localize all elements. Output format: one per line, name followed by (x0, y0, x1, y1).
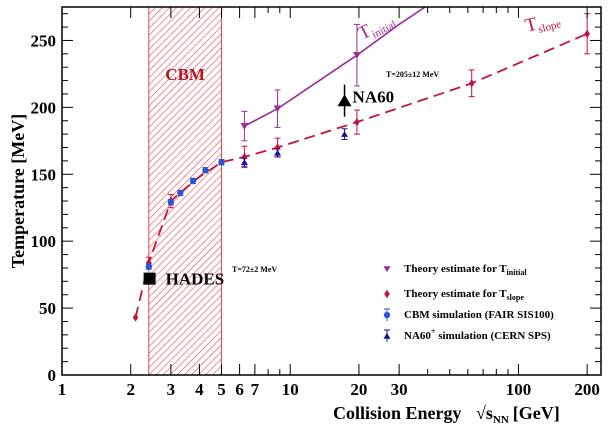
cbm-point-1 (167, 199, 175, 206)
na60sim-point-2 (341, 130, 349, 137)
cbm-point-0 (145, 263, 152, 270)
legend-entry-initial: Theory estimate for Tinitial (404, 263, 527, 277)
legend-markers (383, 266, 391, 342)
cbm-band (148, 7, 222, 375)
na60-note: T=205±12 MeV (386, 70, 439, 79)
legend-entry-initial-text: Theory estimate for T (404, 263, 507, 275)
x-axis-label-unit: [GeV] (513, 403, 560, 423)
x-axis-label: Collision Energy √sNN [GeV] (333, 403, 560, 425)
y-axis-label: Temperature [MeV] (8, 114, 28, 268)
x-axis-label-math-sub: NN (493, 414, 509, 425)
tick-layer: 1 2 3 4 5 6 7 10 20 30 100 200 0 50 100 150 200 250 (31, 7, 601, 399)
slope-point-3 (241, 152, 248, 162)
x-axis-label-text: Collision Energy (333, 403, 462, 423)
slope-point-4 (274, 143, 281, 152)
curve-label-slope: Tslope (523, 8, 563, 39)
y-tick-label-0: 0 (48, 366, 57, 385)
legend-entry-slope-text: Theory estimate for T (404, 288, 507, 300)
y-tick-label-100: 100 (31, 232, 57, 251)
y-tick-label-250: 250 (31, 31, 57, 50)
legend-entry-na60-sim-text: NA60 (404, 330, 431, 342)
legend-marker-na60sim (383, 332, 391, 339)
x-tick-label-3: 3 (167, 380, 176, 399)
na60-label: NA60 (353, 88, 395, 107)
initial-point-1 (273, 105, 282, 113)
plot-frame (61, 6, 602, 376)
x-tick-label-2: 2 (126, 380, 135, 399)
cbm-point-2 (177, 189, 184, 197)
legend-marker-cbm (383, 311, 391, 319)
y-tick-label-200: 200 (31, 98, 57, 117)
curve-slope (134, 32, 588, 318)
slope-point-5 (354, 117, 360, 127)
x-axis-label-math: √s (476, 403, 493, 423)
hades-note: T=72±2 MeV (232, 265, 277, 274)
x-tick-label-6: 6 (235, 380, 244, 399)
legend-entry-cbm: CBM simulation (FAIR SIS100) (404, 309, 554, 321)
hades-point (143, 272, 156, 285)
x-tick-label-30: 30 (391, 380, 408, 399)
slope-point-7 (584, 29, 590, 38)
legend-entry-na60-sim-sup: + (431, 327, 436, 336)
x-tick-label-5: 5 (217, 380, 226, 399)
legend-marker-initial (383, 266, 391, 273)
marker-layer (132, 13, 591, 322)
x-tick-label-20: 20 (350, 380, 367, 399)
slope-point-0 (132, 313, 139, 322)
cbm-point-5 (218, 159, 225, 166)
legend-entry-na60-sim: NA60+ simulation (CERN SPS) (404, 327, 551, 342)
curve-label-slope-sub: slope (537, 18, 563, 36)
na60sim-point-0 (240, 159, 248, 166)
x-tick-label-4: 4 (195, 380, 204, 399)
legend: Theory estimate for Tinitial Theory esti… (383, 263, 554, 342)
legend-marker-slope (384, 289, 390, 299)
initial-point-0 (240, 122, 249, 130)
x-tick-label-1: 1 (58, 380, 67, 399)
slope-point-6 (468, 79, 475, 88)
x-tick-label-10: 10 (282, 380, 299, 399)
legend-entry-slope-sub: slope (507, 293, 525, 302)
na60-point (337, 94, 352, 107)
hades-label: HADES (166, 270, 225, 289)
x-tick-label-7: 7 (251, 380, 260, 399)
curve-label-initial-sub: initial (370, 19, 398, 41)
y-tick-label-150: 150 (31, 165, 57, 184)
x-tick-label-100: 100 (506, 380, 532, 399)
cbm-point-4 (202, 167, 209, 174)
cbm-point-3 (189, 177, 197, 185)
na60sim-point-1 (274, 149, 282, 156)
y-tick-label-50: 50 (39, 299, 56, 318)
cbm-band-label: CBM (165, 65, 205, 84)
initial-point-2 (352, 51, 361, 59)
legend-entry-initial-sub: initial (507, 268, 528, 277)
cbm-band-layer (148, 7, 223, 375)
legend-entry-na60-sim-rest: simulation (CERN SPS) (435, 330, 551, 342)
x-tick-label-200: 200 (574, 380, 600, 399)
curve-initial (244, 7, 426, 127)
legend-entry-slope: Theory estimate for Tslope (404, 288, 524, 302)
